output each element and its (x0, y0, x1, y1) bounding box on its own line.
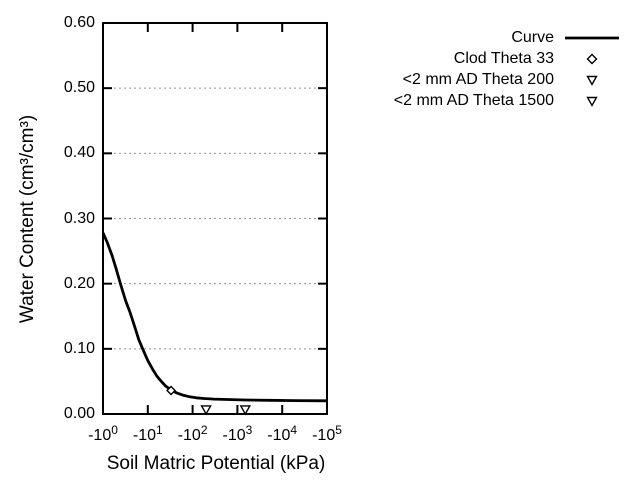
legend: Curve Clod Theta 33 <2 mm AD Theta 200 <2 m… (394, 27, 624, 111)
data-point-triangle-down (200, 405, 212, 416)
legend-line-icon (560, 30, 624, 46)
x-tick-label: -105 (312, 423, 342, 444)
y-tick-label: 0.00 (63, 405, 95, 422)
legend-diamond-icon (560, 51, 624, 67)
y-tick-label: 0.40 (63, 144, 95, 162)
y-tick-label: 0.20 (63, 274, 95, 292)
legend-triangle-down-icon (560, 93, 624, 109)
data-point-triangle-down (239, 405, 251, 416)
legend-item: <2 mm AD Theta 200 (394, 69, 624, 90)
y-tick-label: 0.60 (63, 14, 95, 31)
x-tick-label: -102 (177, 423, 208, 444)
legend-item: Curve (394, 27, 624, 48)
x-tick-label: -104 (267, 423, 298, 444)
legend-item-label: Clod Theta 33 (453, 49, 554, 67)
y-tick-label: 0.50 (63, 79, 95, 97)
x-tick-label: -103 (222, 423, 253, 444)
data-point-diamond (166, 385, 177, 396)
plot-border (102, 22, 328, 415)
y-tick-label: 0.30 (63, 209, 95, 227)
legend-item: <2 mm AD Theta 1500 (394, 90, 624, 111)
legend-item: Clod Theta 33 (394, 48, 624, 69)
y-axis-title: Water Content (cm³/cm³) (17, 114, 38, 324)
legend-item-label: Curve (511, 28, 554, 46)
legend-item-label: <2 mm AD Theta 200 (402, 70, 554, 88)
legend-triangle-down-icon (560, 72, 624, 88)
x-axis-title: Soil Matric Potential (kPa) (106, 453, 326, 474)
retention-curve-line (101, 232, 328, 403)
x-tick-label: -101 (132, 423, 163, 444)
y-tick-label: 0.10 (63, 339, 95, 357)
x-tick-label: -100 (88, 423, 118, 444)
legend-item-label: <2 mm AD Theta 1500 (393, 91, 554, 109)
